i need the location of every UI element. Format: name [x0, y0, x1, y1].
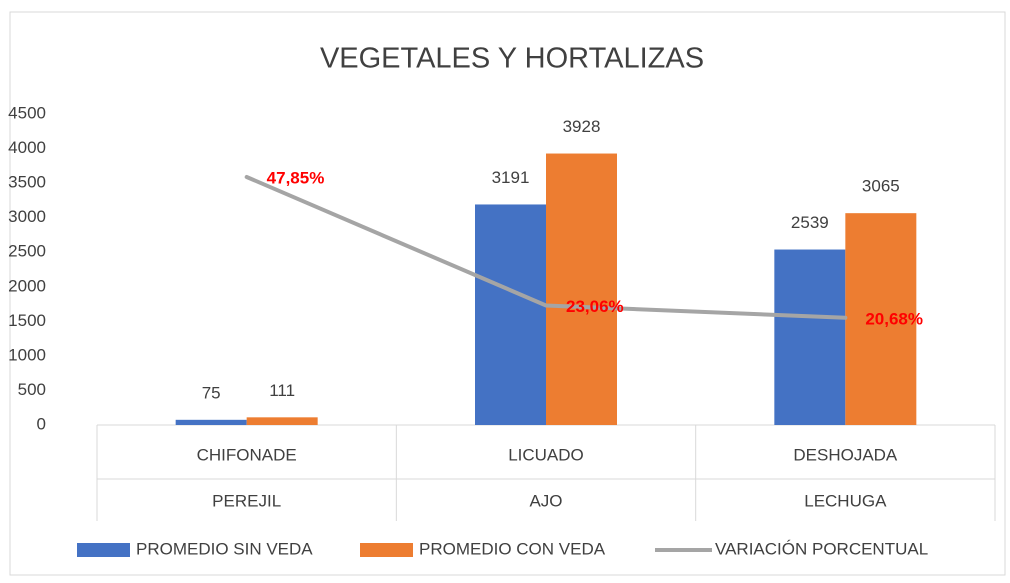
y-tick-label: 4000 [8, 138, 46, 157]
x-tick-label: LICUADO [508, 445, 584, 464]
x-tick-label: CHIFONADE [197, 445, 297, 464]
y-tick-label: 4500 [8, 103, 46, 122]
x-group-label: AJO [529, 491, 562, 510]
legend-label: PROMEDIO CON VEDA [419, 539, 606, 558]
bar [845, 213, 917, 425]
bar [774, 249, 846, 425]
bar-value-label: 2539 [791, 213, 829, 232]
bar-value-label: 75 [202, 383, 221, 402]
line [244, 174, 848, 320]
legend-swatch [77, 543, 130, 557]
y-tick-label: 2000 [8, 276, 46, 295]
bar-value-label: 3928 [563, 117, 601, 136]
bar [175, 419, 247, 425]
chart-title: VEGETALES Y HORTALIZAS [320, 43, 704, 75]
bar [475, 204, 546, 425]
legend-label: VARIACIÓN PORCENTUAL [715, 539, 928, 558]
y-tick-label: 1000 [8, 345, 46, 364]
line-value-label: 23,06% [566, 297, 624, 316]
x-group-label: PEREJIL [212, 491, 281, 510]
y-tick-label: 2500 [8, 242, 46, 261]
bar [246, 417, 318, 425]
bar-value-label: 111 [269, 381, 295, 400]
legend-label: PROMEDIO SIN VEDA [136, 539, 313, 558]
x-tick-label: DESHOJADA [793, 445, 898, 464]
y-tick-label: 3000 [8, 207, 46, 226]
legend-swatch [360, 543, 413, 557]
line-value-label: 47,85% [267, 168, 325, 187]
y-tick-label: 500 [18, 380, 46, 399]
y-tick-label: 3500 [8, 173, 46, 192]
x-group-label: LECHUGA [804, 491, 887, 510]
bar-value-label: 3065 [862, 177, 900, 196]
line-value-label: 20,68% [865, 309, 923, 328]
bar [546, 153, 617, 425]
y-tick-label: 0 [37, 414, 46, 433]
y-tick-label: 1500 [8, 311, 46, 330]
bar-value-label: 3191 [492, 168, 530, 187]
